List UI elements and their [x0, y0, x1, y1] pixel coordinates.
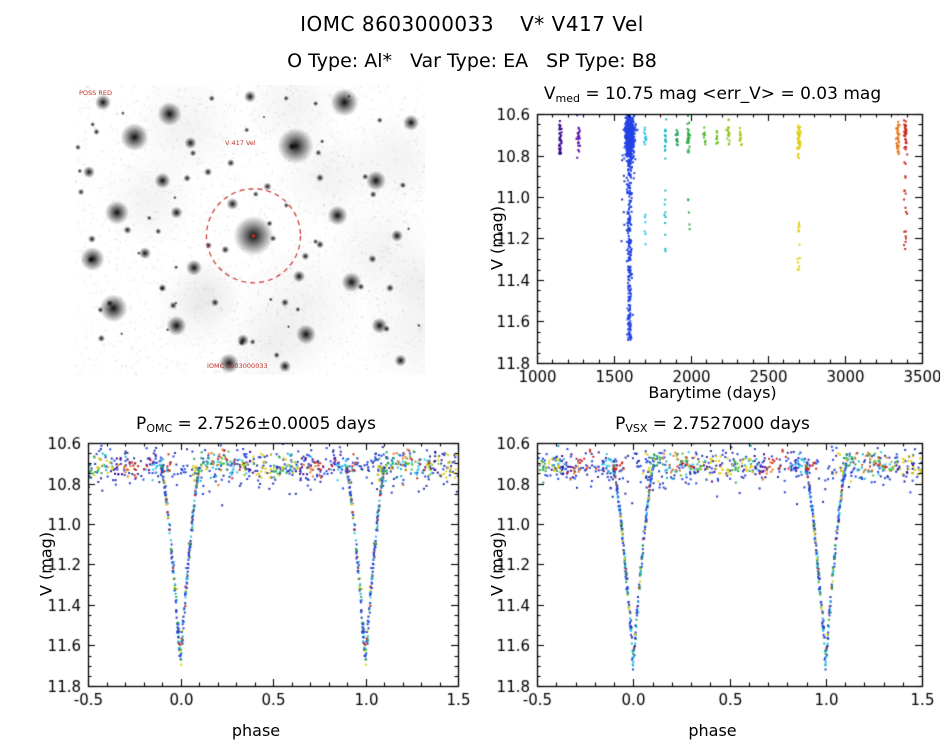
finder-annotation-survey: POSS RED [79, 89, 112, 97]
time-chart-title-main: V [543, 84, 556, 104]
var-type: Var Type: EA [409, 50, 529, 72]
time-chart-title-rest: = 10.75 mag <err_V> = 0.03 mag [579, 84, 882, 104]
finder-chart-canvas [75, 85, 425, 375]
phase-omc-xlabel: phase [231, 721, 281, 740]
finder-annotation-id: IOMC 8603000033 [207, 362, 268, 370]
phase-omc-title-sub: OMC [146, 422, 173, 435]
phase-omc-canvas [36, 434, 476, 734]
phase-vsx-xlabel: phase [688, 721, 737, 740]
finder-annotation-target: V 417 Vel [225, 139, 256, 147]
time-chart-xlabel: Barytime (days) [648, 383, 777, 402]
time-chart-title: Vmed = 10.75 mag <err_V> = 0.03 mag [485, 84, 940, 105]
phase-vsx-title-sub: VSX [625, 422, 648, 435]
time-chart-title-sub: med [555, 92, 580, 105]
phase-vsx-title: PVSX = 2.7527000 days [485, 414, 940, 435]
phase-omc-ylabel: V (mag) [36, 531, 56, 597]
time-chart-ylabel: V (mag) [487, 205, 507, 271]
catalog-id: IOMC 8603000033 [300, 12, 495, 36]
phase-vsx-title-main: P [615, 414, 626, 434]
phase-vsx-ylabel: V (mag) [487, 531, 507, 597]
phase-omc-title-main: P [136, 414, 147, 434]
phase-omc-title: POMC = 2.7526±0.0005 days [36, 414, 476, 435]
phase-vsx-title-rest: = 2.7527000 days [647, 414, 810, 434]
phase-omc-title-rest: = 2.7526±0.0005 days [172, 414, 376, 434]
main-title: IOMC 8603000033 V* V417 Vel [0, 12, 944, 36]
subtitle: O Type: Al* Var Type: EA SP Type: B8 [0, 50, 944, 72]
star-name: V* V417 Vel [520, 12, 644, 36]
time-lightcurve-canvas [485, 105, 940, 405]
sp-type: SP Type: B8 [546, 50, 657, 72]
finder-chart-panel: POSS RED V 417 Vel IOMC 8603000033 [75, 85, 425, 375]
object-type: O Type: Al* [287, 50, 392, 72]
phase-vsx-canvas [485, 434, 940, 734]
